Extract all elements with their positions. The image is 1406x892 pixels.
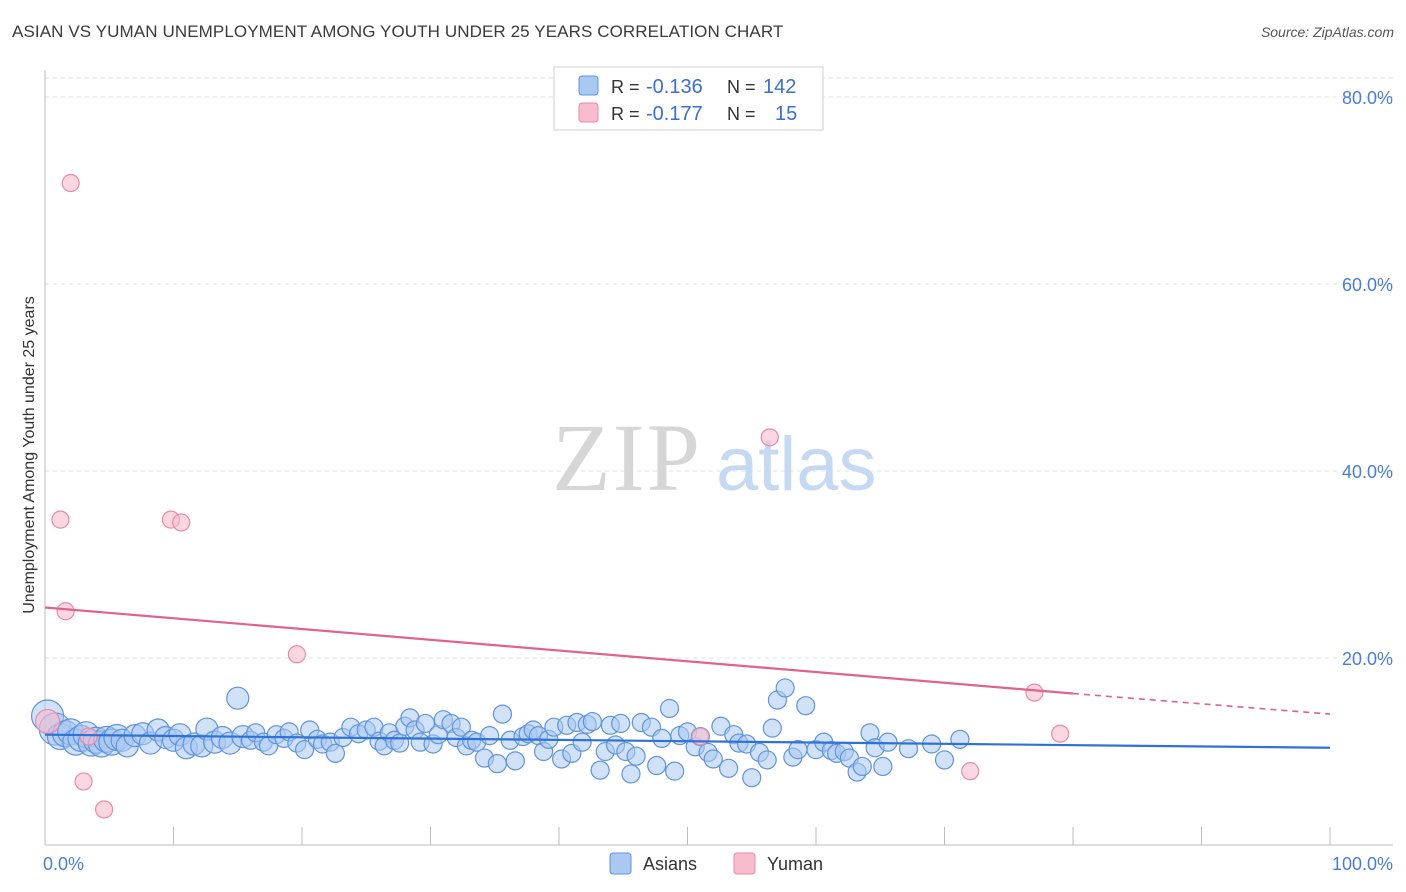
series-legend: Asians Yuman <box>609 852 823 875</box>
y-tick-label: 80.0% <box>1342 88 1393 108</box>
asians-point <box>796 696 816 716</box>
y-axis-label: Unemployment Among Youth under 25 years <box>21 296 38 614</box>
yuman-trend-line-extension <box>1072 692 1331 715</box>
legend-asians-swatch <box>578 75 599 96</box>
yuman-trend-line <box>44 606 1074 695</box>
x-tick-label-max: 100.0% <box>1332 854 1393 874</box>
asians-point <box>950 729 970 749</box>
asians-point <box>582 711 603 732</box>
legend-asians-r-value: -0.136 <box>646 76 703 98</box>
asians-point <box>487 754 507 774</box>
watermark-zip: ZIP <box>552 404 702 511</box>
gridlines <box>45 77 1393 659</box>
asians-point <box>626 746 646 766</box>
asians-point <box>762 718 782 738</box>
asians-point <box>757 750 777 770</box>
asians-point <box>480 726 500 746</box>
y-tick-labels: 20.0% 40.0% 60.0% 80.0% <box>1342 88 1393 669</box>
legend-yuman-swatch <box>578 102 599 123</box>
yuman-points <box>34 173 1070 819</box>
trend-lines <box>44 606 1331 749</box>
asians-point <box>647 755 667 776</box>
asians-points <box>30 678 970 788</box>
watermark-atlas: atlas <box>716 422 877 507</box>
yuman-point <box>760 428 779 447</box>
bottom-legend-yuman-swatch <box>733 852 756 875</box>
x-tick-labels: 0.0% 100.0% <box>43 854 1393 874</box>
legend-asians-n-label: N = <box>727 77 756 97</box>
asians-point <box>451 717 471 737</box>
asians-point <box>775 678 795 698</box>
asians-point <box>934 750 955 770</box>
asians-point <box>294 740 315 760</box>
asians-point <box>492 704 513 724</box>
asians-point <box>719 758 739 778</box>
yuman-point <box>79 727 98 746</box>
asians-point <box>742 768 762 788</box>
yuman-point <box>34 708 61 735</box>
yuman-point <box>1025 683 1044 702</box>
yuman-point <box>95 800 114 819</box>
asians-point <box>390 733 410 753</box>
chart-title: ASIAN VS YUMAN UNEMPLOYMENT AMONG YOUTH … <box>12 22 784 41</box>
correlation-legend: R = -0.136 N = 142 R = -0.177 N = 15 <box>553 66 824 131</box>
yuman-point <box>56 602 75 621</box>
asians-point <box>505 751 525 771</box>
yuman-point <box>51 510 70 529</box>
legend-yuman-r-label: R = <box>611 104 640 124</box>
asians-point <box>659 698 680 719</box>
legend-yuman-n-label: N = <box>727 104 756 124</box>
asians-trend-line <box>44 733 1331 749</box>
legend-asians-r-label: R = <box>611 77 640 97</box>
yuman-point <box>74 772 93 791</box>
asians-point <box>852 756 872 777</box>
legend-asians-n-value: 142 <box>763 76 796 98</box>
asians-point <box>572 732 592 752</box>
y-tick-label: 60.0% <box>1342 275 1393 295</box>
asians-point <box>652 728 672 749</box>
asians-point <box>703 749 723 769</box>
asians-point <box>590 760 610 780</box>
asians-point <box>325 743 346 763</box>
legend-yuman-r-value: -0.177 <box>646 103 703 125</box>
x-tick-label-min: 0.0% <box>43 854 84 874</box>
y-tick-label: 40.0% <box>1342 462 1393 482</box>
yuman-point <box>172 513 191 532</box>
yuman-point <box>287 645 306 664</box>
yuman-point <box>61 173 80 193</box>
yuman-point <box>961 762 980 781</box>
asians-point <box>226 686 250 710</box>
bottom-legend-asians-label: Asians <box>643 854 697 874</box>
legend-yuman-n-value: 15 <box>775 103 797 125</box>
asians-point <box>415 713 435 734</box>
legend-box <box>553 66 824 131</box>
asians-point <box>611 713 631 734</box>
yuman-point <box>1051 724 1070 743</box>
y-tick-label: 20.0% <box>1342 649 1393 669</box>
source-label: Source: ZipAtlas.com <box>1260 24 1394 40</box>
bottom-legend-yuman-label: Yuman <box>767 854 823 874</box>
asians-point <box>665 761 685 781</box>
asians-point <box>621 764 641 784</box>
watermark: ZIP atlas <box>552 404 877 511</box>
bottom-legend-asians-swatch <box>609 852 632 875</box>
asians-point <box>873 756 893 777</box>
